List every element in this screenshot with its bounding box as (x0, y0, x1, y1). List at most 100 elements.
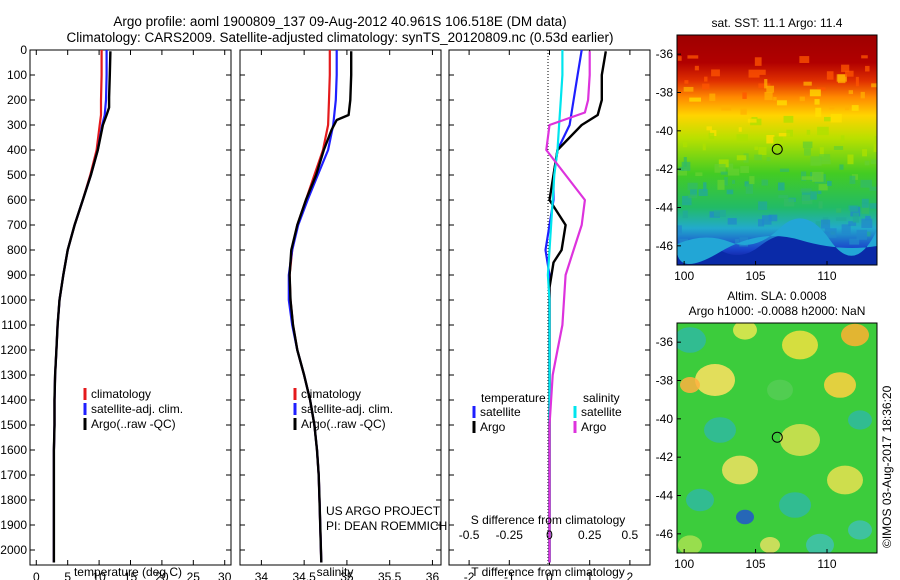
sla-texture-blob (695, 364, 735, 396)
sla-texture-blob (824, 372, 856, 398)
sst-texture-cell (815, 107, 822, 117)
map-lat-label: -40 (656, 124, 674, 138)
sst-texture-cell (852, 212, 860, 223)
map-lon-label: 100 (674, 269, 694, 283)
map-lon-label: 110 (817, 557, 836, 571)
legend-entry: satellite-adj. clim. (91, 402, 183, 416)
temperature-series (52, 50, 112, 563)
sst-texture-cell (848, 90, 854, 95)
sst-texture-cell (783, 198, 795, 207)
sst-texture-cell (809, 89, 821, 97)
difference-series (544, 50, 607, 563)
sst-texture-cell (714, 163, 726, 173)
sst-texture-cell (758, 146, 767, 155)
sst-texture-cell (819, 160, 831, 165)
sla-texture-blob (677, 327, 706, 353)
sst-texture-cell (742, 92, 747, 99)
sst-texture-cell (773, 136, 783, 145)
map-lat-label: -38 (656, 374, 674, 388)
series-line (288, 50, 331, 563)
sst-texture-cell (678, 166, 684, 171)
sst-texture-cell (812, 171, 824, 182)
sst-texture-cell (818, 184, 828, 191)
sst-texture-cell (684, 80, 689, 84)
sst-texture-cell (764, 79, 768, 89)
sst-texture-cell (778, 195, 789, 199)
sst-texture-cell (702, 143, 706, 151)
sst-texture-cell (866, 231, 871, 237)
series-line (52, 51, 112, 563)
sst-texture-cell (711, 69, 720, 77)
sst-texture-cell (768, 214, 778, 222)
x-tick-label: 36 (426, 570, 440, 580)
x-tick-label: 10 (92, 570, 106, 580)
sst-texture-cell (677, 56, 682, 61)
x-tick-label: -1 (504, 570, 515, 580)
sst-texture-cell (833, 146, 844, 150)
sst-texture-cell (826, 71, 834, 80)
sst-texture-cell (783, 115, 794, 123)
sst-map-panel: sat. SST: 11.1 Argo: 11.4 100 105 110 -36 -3… (656, 16, 878, 283)
sst-texture-cell (766, 135, 775, 144)
temperature-panel: 0100200300400500600700800900100011001200… (0, 43, 231, 580)
legend-heading-salinity: salinity (583, 391, 620, 405)
sst-heatmap-texture (677, 55, 877, 265)
sst-texture-cell (754, 57, 762, 66)
map-lat-label: -44 (656, 489, 674, 503)
sst-texture-cell (744, 181, 749, 187)
depth-tick-label: 100 (7, 68, 27, 82)
sst-texture-cell (851, 105, 859, 111)
legend-entry: climatology (301, 387, 361, 401)
top-tick-label: 0.25 (578, 528, 602, 542)
sst-texture-cell (687, 55, 699, 59)
sst-texture-cell (677, 225, 682, 234)
difference-depth-ticks (449, 49, 650, 551)
sst-cool-band (677, 218, 877, 264)
sst-texture-cell (687, 182, 698, 191)
sst-texture-cell (801, 171, 807, 181)
map-lat-label: -36 (656, 335, 674, 349)
sst-texture-cell (835, 217, 847, 221)
map-lon-label: 100 (674, 557, 694, 571)
depth-tick-label: 2000 (0, 543, 27, 557)
sla-map-title-line1: Altim. SLA: 0.0008 (727, 289, 827, 303)
x-tick-label: 34 (255, 570, 269, 580)
sla-texture-blob (680, 377, 700, 393)
sst-texture-cell (736, 134, 748, 142)
sst-texture-cell (845, 105, 850, 111)
salinity-axes-frame (239, 49, 442, 566)
sst-texture-cell (724, 177, 728, 186)
sst-texture-cell (773, 96, 777, 101)
depth-tick-label: 200 (7, 93, 27, 107)
salinity-x-ticks: 34 34.5 35 35.5 36 (255, 50, 440, 580)
sst-texture-cell (818, 201, 823, 209)
sst-texture-cell (703, 182, 707, 192)
top-tick-label: 0 (546, 528, 553, 542)
sla-texture-blob (848, 520, 872, 540)
salinity-xlabel: salinity (317, 565, 354, 579)
sst-texture-cell (817, 126, 829, 136)
depth-tick-label: 1100 (1, 318, 27, 332)
sst-texture-cell (830, 113, 842, 123)
sst-texture-cell (860, 91, 865, 99)
sst-texture-cell (847, 154, 854, 165)
sst-texture-cell (823, 116, 831, 122)
sst-texture-cell (803, 81, 812, 86)
sst-texture-cell (806, 129, 811, 135)
sst-texture-cell (677, 169, 687, 176)
x-tick-label: 2 (627, 570, 634, 580)
sst-texture-cell (814, 99, 820, 105)
sst-texture-cell (745, 183, 753, 194)
x-tick-label: 15 (124, 570, 138, 580)
sst-texture-cell (694, 65, 699, 71)
sst-texture-cell (779, 168, 790, 172)
sst-map-ticks: 100 105 110 -36 -38 -40 -42 -44 -46 (656, 47, 837, 283)
sst-texture-cell (799, 96, 805, 102)
map-lat-label: -42 (656, 450, 674, 464)
sst-texture-cell (869, 186, 877, 191)
sst-texture-cell (766, 85, 775, 93)
sst-texture-cell (810, 191, 817, 200)
series-line (545, 51, 591, 563)
